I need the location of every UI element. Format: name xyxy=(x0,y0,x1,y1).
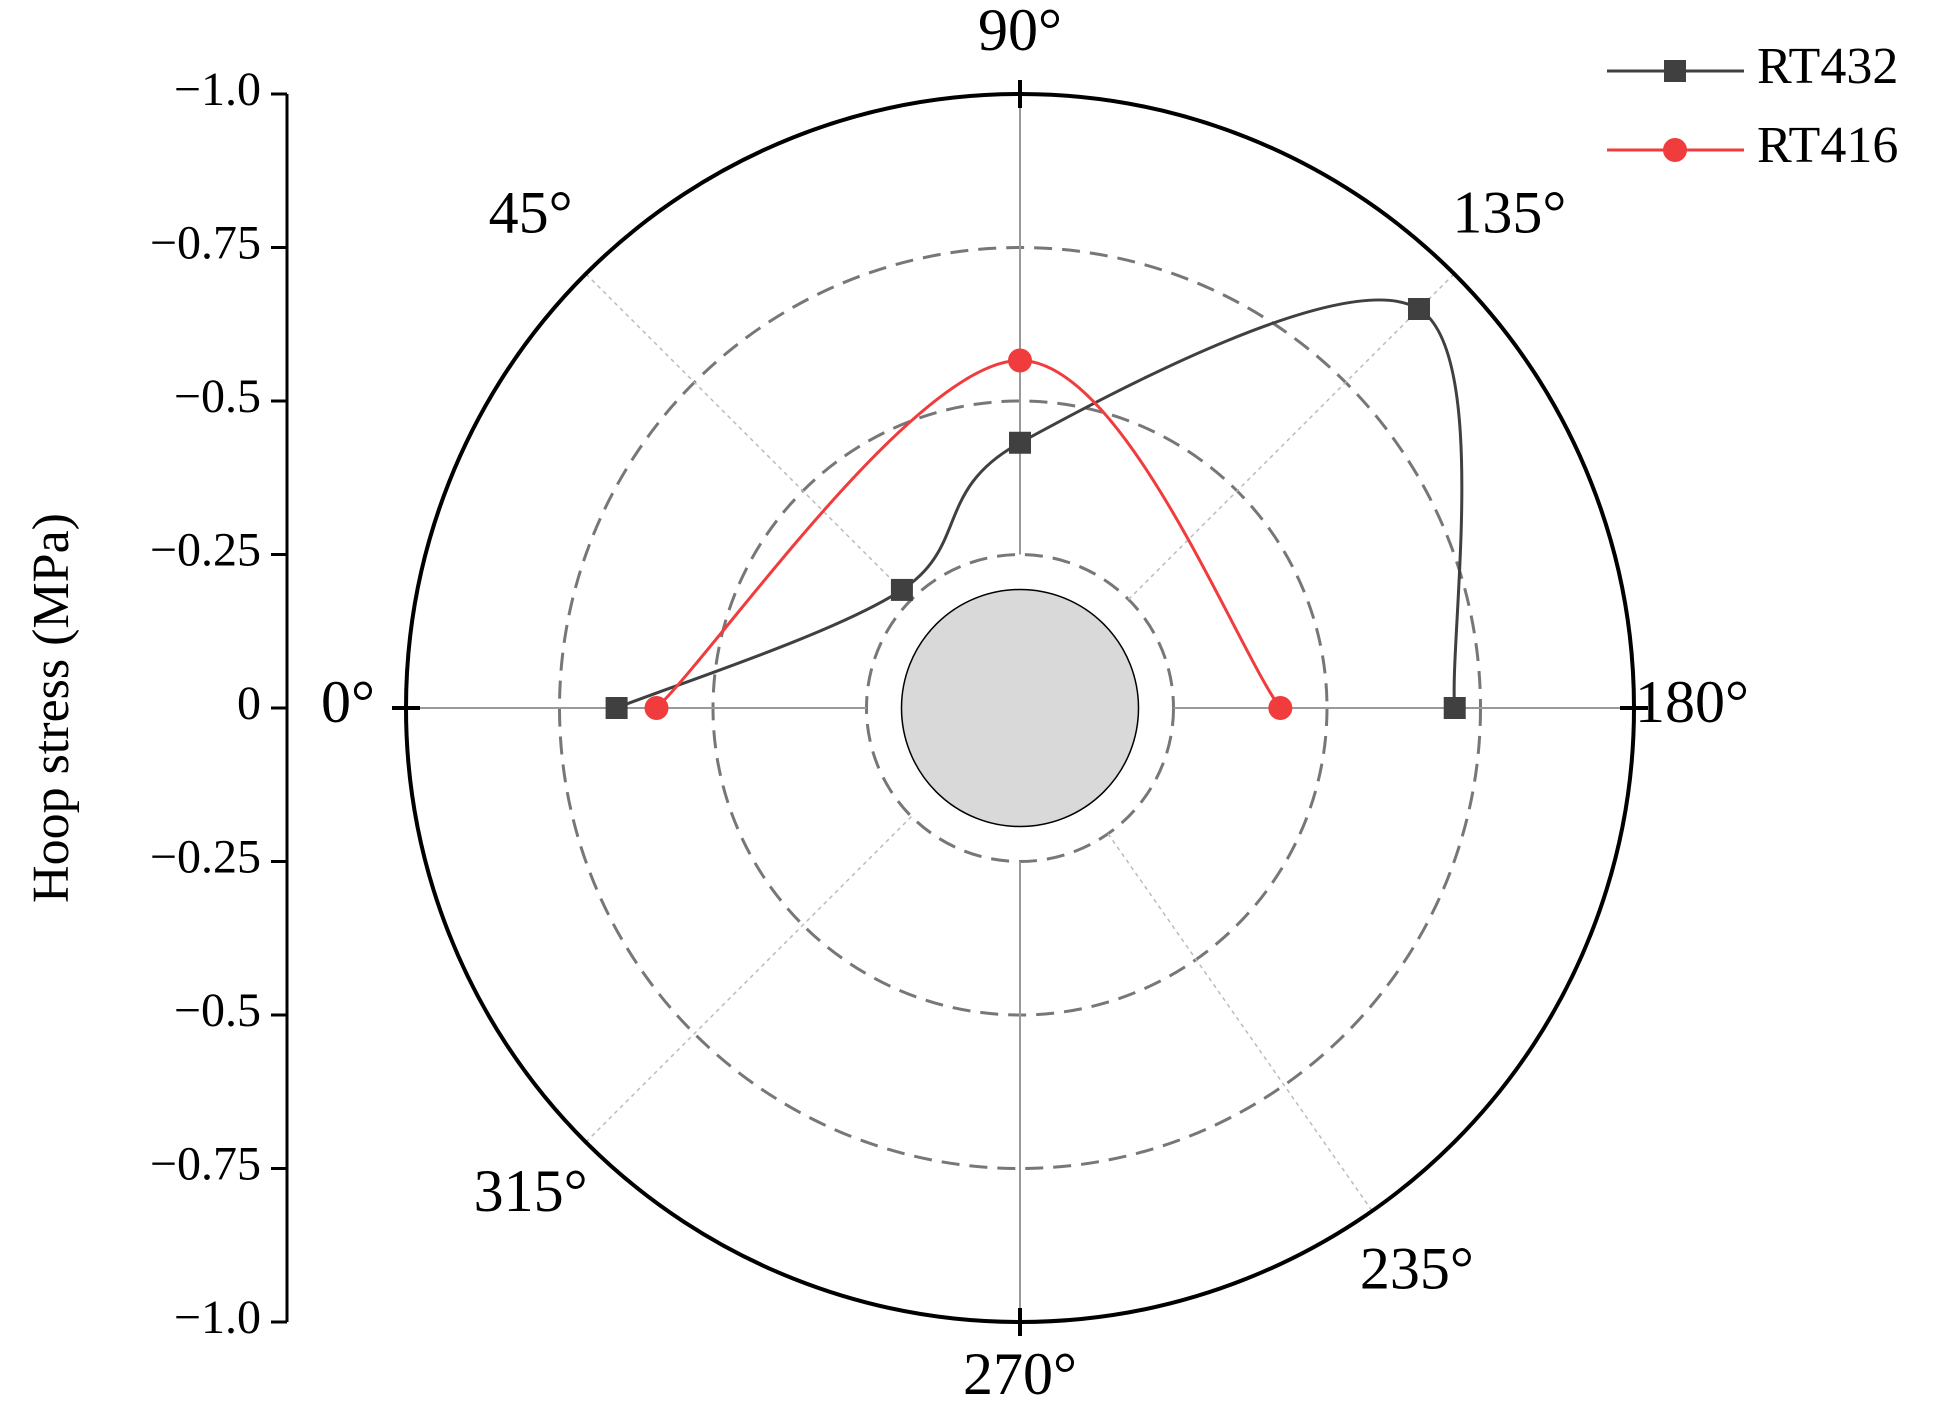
radial-tick-label: −1.0 xyxy=(174,1291,261,1344)
angle-label: 45° xyxy=(489,179,573,245)
angle-label: 90° xyxy=(978,0,1062,63)
marker xyxy=(605,697,628,719)
angle-label: 235° xyxy=(1360,1236,1474,1302)
spoke xyxy=(585,273,912,600)
radial-tick-label: −0.5 xyxy=(174,370,261,423)
spoke xyxy=(585,816,912,1143)
legend-label: RT416 xyxy=(1757,117,1898,174)
series-line xyxy=(616,298,1464,710)
angle-label: 0° xyxy=(321,669,375,735)
marker xyxy=(1443,697,1466,719)
angle-label: 135° xyxy=(1452,179,1566,245)
legend-marker xyxy=(1663,138,1687,162)
legend-marker xyxy=(1664,60,1686,82)
radial-tick-label: 0 xyxy=(237,677,261,730)
spoke xyxy=(1128,273,1455,600)
radial-tick-label: −0.5 xyxy=(174,984,261,1037)
marker xyxy=(1268,696,1293,720)
outer-circle xyxy=(404,92,1636,1324)
marker xyxy=(644,696,669,720)
marker xyxy=(1008,348,1032,373)
angle-label: 315° xyxy=(474,1158,588,1224)
marker xyxy=(890,578,913,601)
angle-label: 180° xyxy=(1635,669,1749,735)
marker xyxy=(1407,298,1430,321)
radial-tick-label: −0.25 xyxy=(150,524,261,577)
spoke xyxy=(1107,833,1373,1212)
center-disc xyxy=(900,588,1140,828)
angle-label: 270° xyxy=(963,1341,1077,1407)
y-axis-label: Hoop stress (MPa) xyxy=(23,513,80,903)
radial-tick-label: −0.75 xyxy=(150,1138,261,1191)
radial-tick-label: −0.75 xyxy=(150,217,261,270)
radial-tick-label: −1.0 xyxy=(174,63,261,116)
legend-label: RT432 xyxy=(1757,38,1898,95)
marker xyxy=(1009,431,1031,454)
radial-tick-label: −0.25 xyxy=(150,831,261,884)
